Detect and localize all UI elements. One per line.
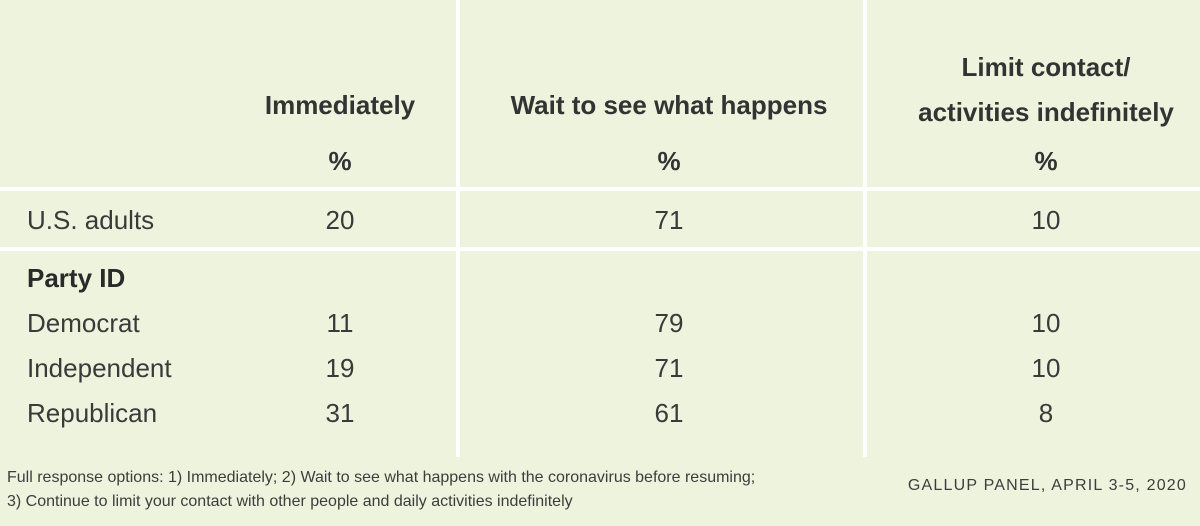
header-divider <box>0 187 1200 191</box>
table-cell: 10 <box>1031 353 1061 383</box>
unit-label: % <box>657 146 681 176</box>
column-header-immediately: Immediately <box>265 90 415 121</box>
unit-label: % <box>1034 146 1058 176</box>
column-header-line: activities indefinitely <box>918 97 1174 127</box>
table-cell: 61 <box>654 398 684 428</box>
column-header-limit: Limit contact/ activities indefinitely <box>918 45 1174 135</box>
table-cell: 10 <box>1031 205 1061 235</box>
results-table: Immediately Wait to see what happens Lim… <box>0 0 1200 457</box>
source-label: GALLUP PANEL, APRIL 3-5, 2020 <box>907 477 1187 494</box>
table-cell: 19 <box>325 353 355 383</box>
table-cell: 20 <box>325 205 355 235</box>
table-cell: 71 <box>654 353 684 383</box>
column-header-line: Wait to see what happens <box>510 90 828 120</box>
table-cell: 10 <box>1031 308 1061 338</box>
row-label: Independent <box>27 353 172 383</box>
footnote: Full response options: 1) Immediately; 2… <box>7 466 827 514</box>
column-divider <box>863 0 867 457</box>
column-header-line: Immediately <box>264 90 416 120</box>
row-group-label: Party ID <box>27 263 126 293</box>
footnote-line: 3) Continue to limit your contact with o… <box>7 493 573 510</box>
row-label: Democrat <box>27 308 140 338</box>
row-label: U.S. adults <box>27 205 155 235</box>
row-divider <box>0 247 1200 251</box>
table-cell: 79 <box>654 308 684 338</box>
table-cell: 11 <box>326 308 354 338</box>
table-footer: Full response options: 1) Immediately; 2… <box>0 457 1200 526</box>
table-cell: 71 <box>654 205 684 235</box>
column-header-wait: Wait to see what happens <box>511 90 828 121</box>
column-header-line: Limit contact/ <box>961 52 1131 82</box>
footnote-line: Full response options: 1) Immediately; 2… <box>7 469 756 486</box>
table-cell: 31 <box>325 398 355 428</box>
row-label: Republican <box>27 398 158 428</box>
column-divider <box>456 0 460 457</box>
table-cell: 8 <box>1038 398 1054 428</box>
unit-label: % <box>328 146 352 176</box>
